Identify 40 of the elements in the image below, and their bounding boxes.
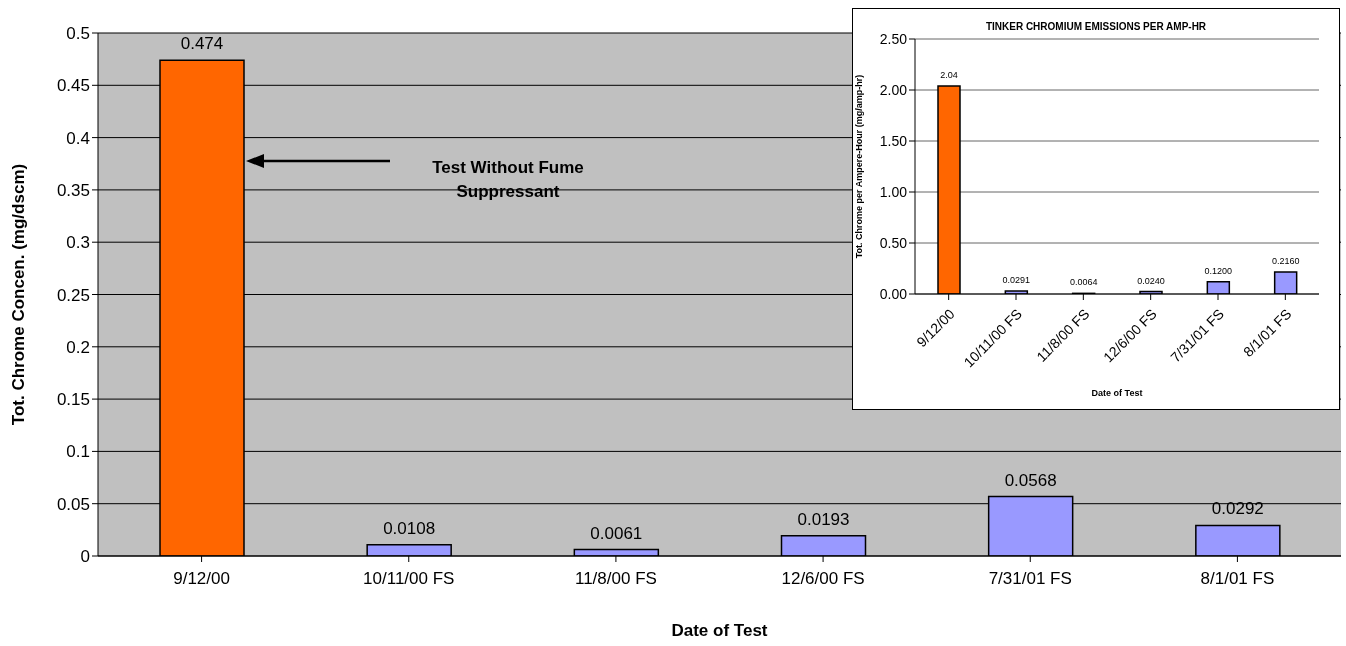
y-tick-label: 0.25 bbox=[56, 285, 90, 305]
data-label: 0.474 bbox=[180, 34, 224, 54]
data-label: 0.0292 bbox=[1211, 499, 1264, 519]
data-label: 0.0568 bbox=[1004, 470, 1057, 490]
y-tick-label: 0.3 bbox=[66, 233, 90, 253]
x-tick-label: 7/31/01 FS bbox=[988, 568, 1072, 588]
data-label: 0.0291 bbox=[1002, 275, 1031, 286]
y-tick-label: 2.00 bbox=[879, 81, 908, 98]
chart-title: TINKER CHROMIUM EMISSIONS PER AMP-HR bbox=[984, 21, 1208, 32]
y-tick-label: 0.50 bbox=[879, 234, 908, 251]
y-tick-label: 0.1 bbox=[66, 442, 90, 462]
x-tick-label: 11/8/00 FS bbox=[574, 568, 657, 588]
x-tick-label: 8/1/01 FS bbox=[1200, 568, 1275, 588]
y-tick-label: 0.45 bbox=[56, 76, 90, 96]
y-tick-label: 0.4 bbox=[66, 128, 90, 148]
y-tick-label: 2.50 bbox=[879, 30, 908, 47]
x-axis-title: Date of Test bbox=[671, 621, 768, 640]
x-tick-label: 12/6/00 FS bbox=[781, 568, 865, 588]
data-label: 2.04 bbox=[940, 69, 958, 80]
y-tick-label: 1.50 bbox=[879, 132, 908, 149]
x-tick-label: 10/11/00 FS bbox=[363, 568, 455, 588]
data-label: 0.0108 bbox=[383, 518, 436, 538]
data-label: 0.1200 bbox=[1204, 265, 1233, 276]
y-axis-title: Tot. Chrome Concen. (mg/dscm) bbox=[9, 163, 29, 426]
data-label: 0.0193 bbox=[797, 509, 850, 529]
y-tick-label: 0.2 bbox=[66, 337, 90, 357]
x-axis-title: Date of Test bbox=[1091, 388, 1143, 398]
y-tick-label: 1.00 bbox=[879, 183, 908, 200]
y-tick-label: 0.00 bbox=[879, 285, 908, 302]
data-label: 0.2160 bbox=[1271, 255, 1300, 266]
y-tick-label: 0.5 bbox=[66, 24, 90, 44]
data-label: 0.0240 bbox=[1137, 275, 1165, 286]
y-tick-label: 0.05 bbox=[56, 494, 90, 514]
x-tick-label: 9/12/00 bbox=[173, 568, 230, 588]
y-tick-label: 0.35 bbox=[56, 180, 90, 200]
y-axis-title: Tot. Chrome per Ampere-Hour (mg/amp-hr) bbox=[854, 74, 865, 259]
y-tick-label: 0 bbox=[80, 547, 90, 567]
data-label: 0.0061 bbox=[590, 523, 643, 543]
y-tick-label: 0.15 bbox=[56, 390, 90, 410]
data-label: 0.0064 bbox=[1069, 277, 1098, 288]
